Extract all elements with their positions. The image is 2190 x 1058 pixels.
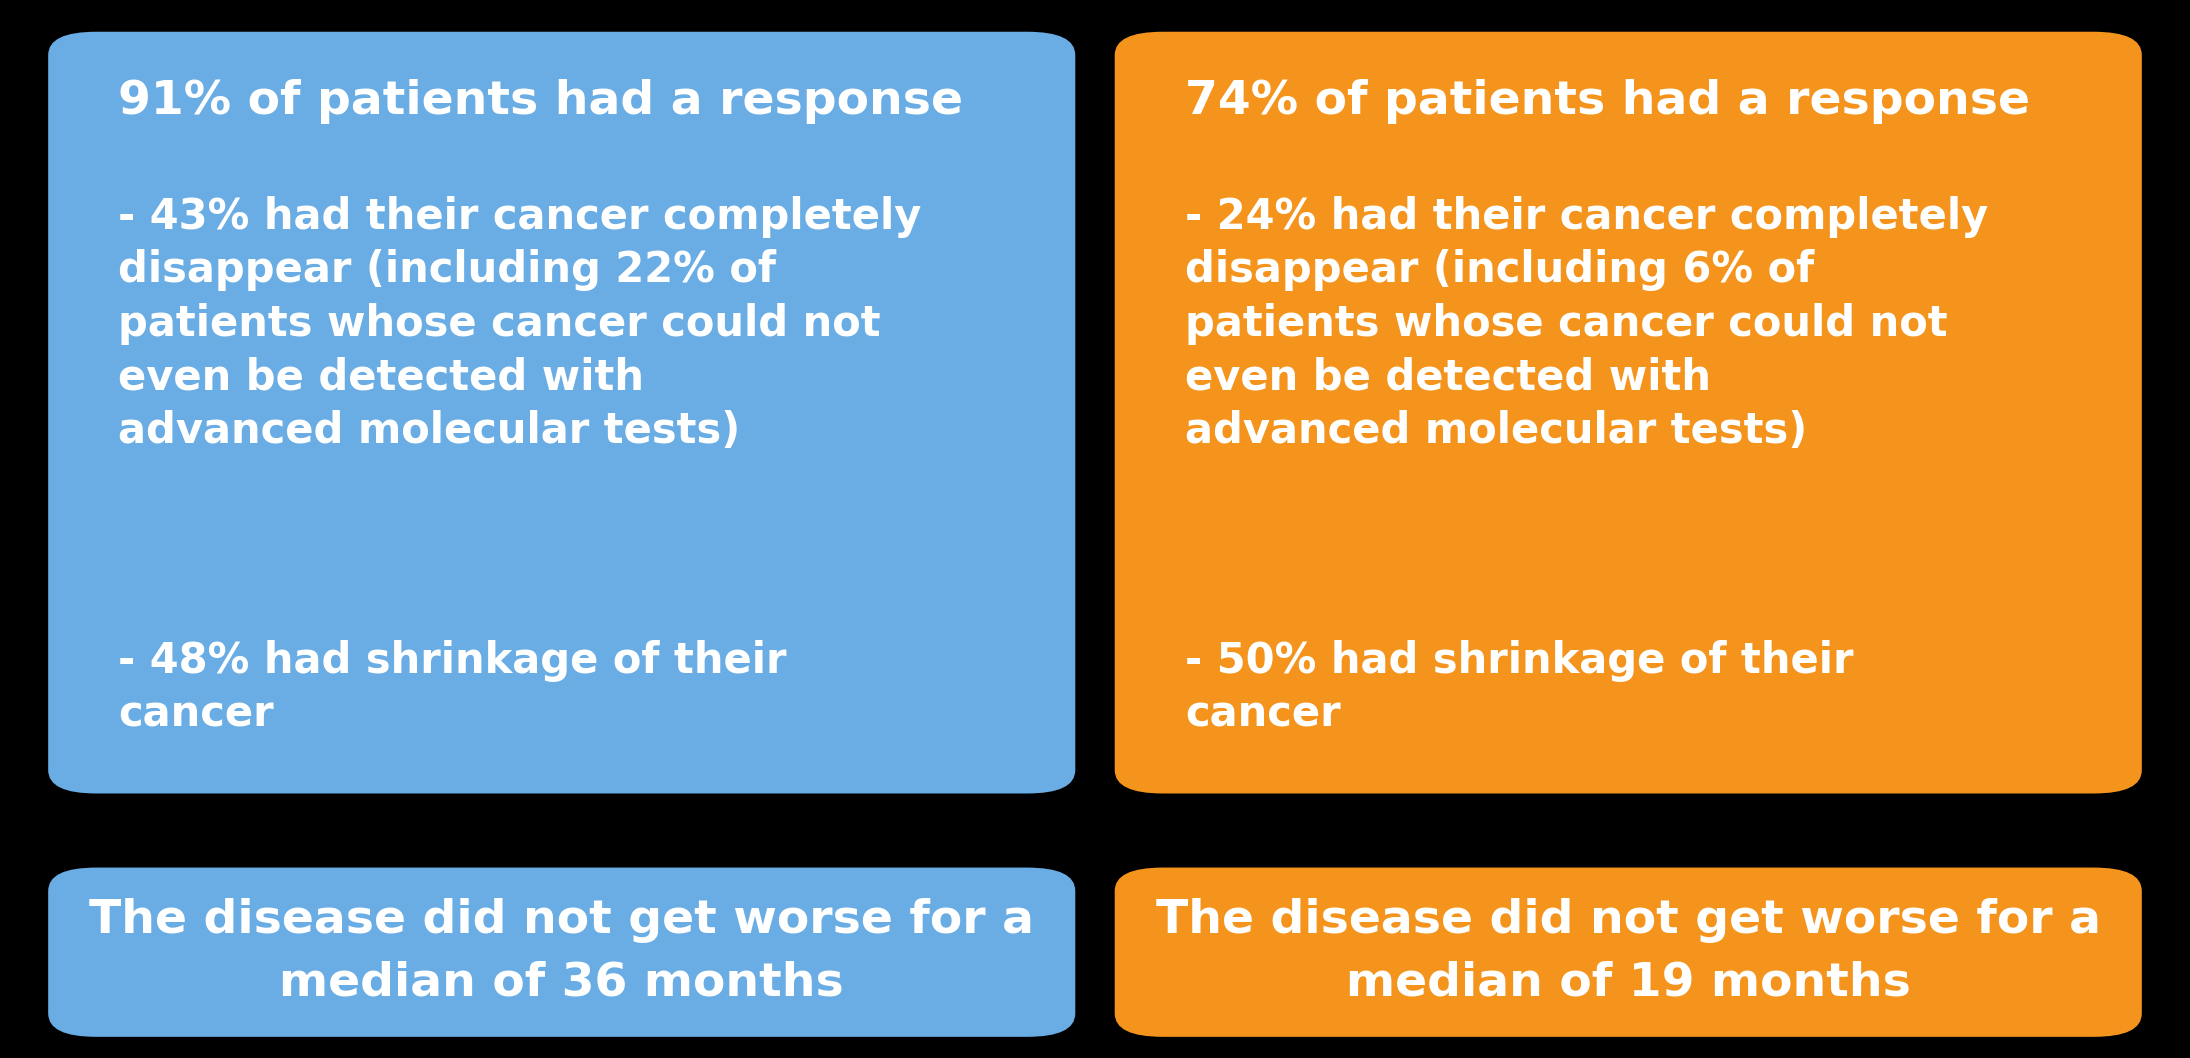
FancyBboxPatch shape <box>1115 32 2142 794</box>
Text: - 48% had shrinkage of their
cancer: - 48% had shrinkage of their cancer <box>118 640 786 735</box>
Text: The disease did not get worse for a
median of 19 months: The disease did not get worse for a medi… <box>1156 898 2100 1006</box>
Text: - 43% had their cancer completely
disappear (including 22% of
patients whose can: - 43% had their cancer completely disapp… <box>118 196 922 452</box>
FancyBboxPatch shape <box>48 32 1075 794</box>
Text: 74% of patients had a response: 74% of patients had a response <box>1185 79 2030 125</box>
Text: 91% of patients had a response: 91% of patients had a response <box>118 79 964 125</box>
Text: The disease did not get worse for a
median of 36 months: The disease did not get worse for a medi… <box>90 898 1034 1006</box>
Text: - 50% had shrinkage of their
cancer: - 50% had shrinkage of their cancer <box>1185 640 1853 735</box>
FancyBboxPatch shape <box>1115 868 2142 1037</box>
FancyBboxPatch shape <box>48 868 1075 1037</box>
Text: - 24% had their cancer completely
disappear (including 6% of
patients whose canc: - 24% had their cancer completely disapp… <box>1185 196 1989 452</box>
